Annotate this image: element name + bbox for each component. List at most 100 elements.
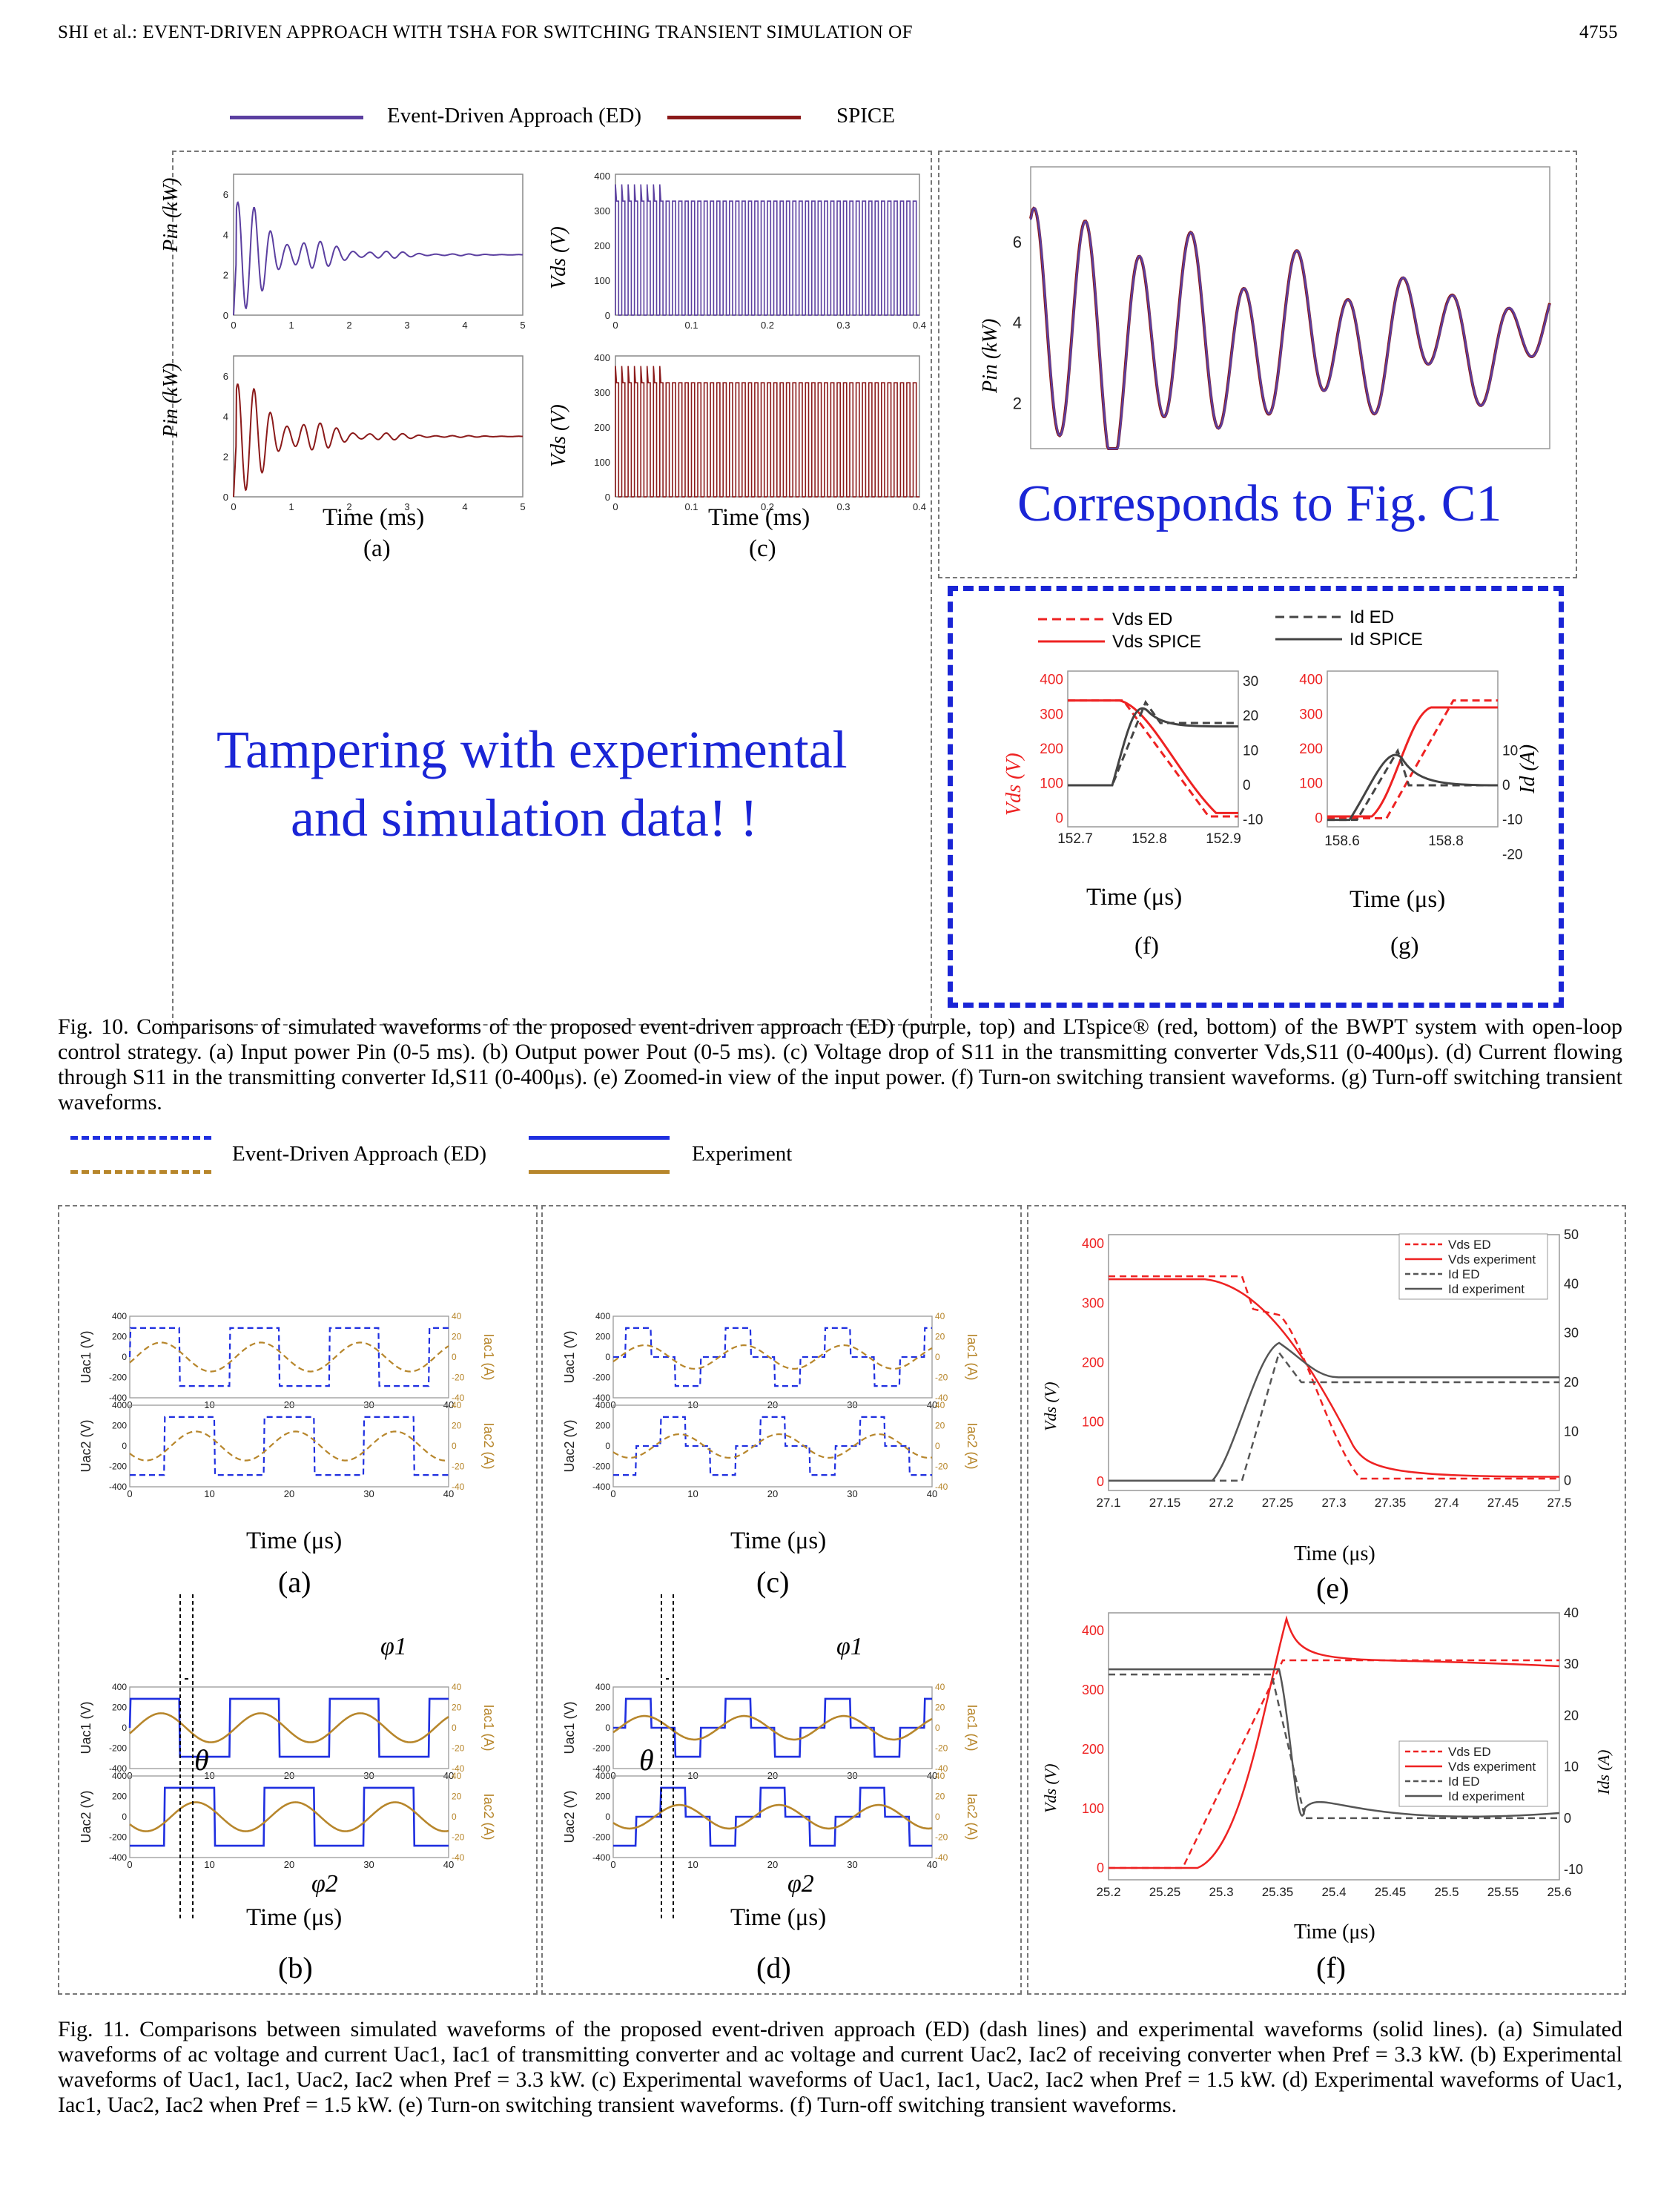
pin-zoom-ed-trace — [1029, 207, 1551, 450]
tick-label: 40 — [443, 1859, 454, 1870]
fg-ticks: 152.7 152.8 152.9 158.6 158.8010020030040001… — [1040, 673, 1522, 863]
tick-label: 0.1 — [684, 320, 698, 331]
tick-label: 200 — [594, 240, 610, 251]
current-trace — [129, 1341, 449, 1373]
legend-spice-label: SPICE — [836, 104, 895, 128]
current-trace — [129, 1712, 449, 1743]
tick-label: 20 — [452, 1703, 462, 1713]
tick-label: 300 — [1040, 707, 1063, 722]
voltage-trace — [128, 1697, 449, 1758]
tick-label: -200 — [109, 1373, 127, 1383]
tick-label: 0 — [223, 492, 228, 503]
tick-label: 200 — [112, 1332, 127, 1342]
tick-label: 0 — [612, 320, 618, 331]
current-trace — [129, 1430, 449, 1462]
legend-label: Id ED — [1448, 1267, 1480, 1281]
running-title: SHI et al.: EVENT-DRIVEN APPROACH WITH T… — [58, 22, 914, 42]
tick-label: 400 — [112, 1311, 127, 1321]
legend-fig11-exp-label: Experiment — [692, 1142, 793, 1166]
tick-label: 0 — [127, 1488, 132, 1499]
highlight-box-fg — [948, 586, 1564, 1008]
vds-ed-trace — [615, 184, 919, 316]
e-vds-ed-trace — [1109, 1275, 1559, 1480]
tick-label: 30 — [847, 1859, 857, 1870]
tick-label: 20 — [935, 1792, 945, 1802]
tick-label: -40 — [452, 1393, 465, 1403]
tick-label: 200 — [1082, 1356, 1104, 1370]
legend-label: Vds experiment — [1448, 1252, 1536, 1267]
tick-label: -10 — [1502, 813, 1522, 828]
tick-label: 200 — [112, 1792, 127, 1802]
tick-label: 0 — [1315, 810, 1323, 826]
tick-label: 4 — [223, 229, 228, 240]
tick-label: 0 — [935, 1812, 940, 1822]
tick-label: 0 — [605, 1812, 610, 1822]
fig10c-top-axes — [615, 174, 920, 316]
ylabel-iac1: Iac1 (A) — [481, 1704, 496, 1751]
tick-label: 200 — [1299, 742, 1323, 757]
fig-c1-note: Corresponds to Fig. C1 — [1017, 475, 1502, 534]
tick-label: 0 — [1097, 1474, 1104, 1489]
tick-label: -200 — [592, 1832, 610, 1843]
tick-label: 0 — [122, 1441, 127, 1451]
tick-label: 0 — [1564, 1473, 1571, 1488]
tick-label: 152.7 — [1057, 831, 1093, 847]
fig11c-sublabel: (c) — [756, 1565, 790, 1599]
tick-label: 10 — [1502, 743, 1518, 759]
pin-ed-trace — [233, 201, 523, 316]
fig10-left-box — [172, 151, 932, 1026]
tick-label: 27.45 — [1487, 1496, 1519, 1510]
legend-fig11-ed-label: Event-Driven Approach (ED) — [232, 1142, 487, 1166]
tick-label: 40 — [452, 1682, 462, 1692]
tick-label: 0 — [605, 1352, 610, 1362]
g-id-ed-trace — [1327, 747, 1498, 822]
tick-label: 152.8 — [1132, 831, 1167, 847]
phi2-label-d: φ2 — [787, 1870, 814, 1898]
tick-label: 0 — [935, 1723, 940, 1733]
tick-label: 20 — [935, 1703, 945, 1713]
tick-label: -200 — [109, 1832, 127, 1843]
tick-label: 27.1 — [1096, 1496, 1120, 1510]
fig11-legend: Event-Driven Approach (ED) Experiment — [70, 1127, 849, 1198]
tick-label: 2 — [223, 452, 228, 463]
tick-label: 20 — [1564, 1375, 1579, 1390]
fig10c-plots: 0 0.1 0.2 0.3 0.4 0 100 200 300 400 0 0.1 0.2 0.3 0.4 0… — [594, 171, 926, 512]
fig11f-sublabel: (f) — [1316, 1951, 1346, 1984]
legend-ed-blue-dash — [70, 1136, 211, 1140]
tick-label: -400 — [109, 1763, 127, 1774]
tick-label: -10 — [1564, 1862, 1583, 1877]
fig11b-sublabel: (b) — [278, 1951, 313, 1984]
tick-label: 2 — [346, 501, 351, 512]
tick-label: -400 — [592, 1482, 610, 1492]
tick-label: 40 — [935, 1311, 945, 1321]
tick-label: 0.4 — [913, 501, 926, 512]
tick-label: -400 — [592, 1393, 610, 1403]
tick-label: 0 — [1055, 810, 1063, 826]
tick-label: 2 — [1013, 394, 1022, 412]
legend-ed-orange-dash — [70, 1170, 211, 1174]
fig10a-plots: 0 1 2 3 4 5 0 2 4 6 0 1 2 3 4 5 0 2 4 6 — [223, 174, 526, 512]
tick-label: -20 — [935, 1743, 948, 1754]
phi1-label-d: φ1 — [836, 1633, 863, 1660]
tick-label: 400 — [594, 352, 610, 363]
tick-label: 6 — [223, 371, 228, 382]
ylabel-iac1: Iac1 (A) — [965, 1704, 980, 1751]
tick-label: 100 — [594, 457, 610, 468]
legend-label: Vds ED — [1448, 1745, 1491, 1759]
tick-label: 0 — [935, 1352, 940, 1362]
tick-label: 6 — [1013, 233, 1022, 251]
fg-legend-vds-spice: Vds SPICE — [1112, 632, 1201, 652]
fig11-abcd-plots: 0 10 20 30 40-400-2000200400-40-2002040Uac1 … — [79, 1311, 980, 1921]
f-vds-spice-trace — [1068, 699, 1238, 814]
tick-label: 25.3 — [1209, 1885, 1233, 1899]
tick-label: 20 — [452, 1332, 462, 1342]
tick-label: 0 — [452, 1352, 457, 1362]
tick-label: 2 — [223, 270, 228, 281]
tick-label: -20 — [1502, 847, 1522, 862]
tick-label: 200 — [595, 1421, 610, 1431]
tick-label: 5 — [520, 320, 525, 331]
tick-label: 100 — [1082, 1801, 1104, 1816]
tick-label: 20 — [767, 1859, 778, 1870]
tick-label: 0.2 — [761, 501, 774, 512]
fig11ef-plots: 27.1 27.15 27.2 27.25 27.3 27.35 27.4 27.45 27.5… — [1082, 1227, 1583, 1899]
